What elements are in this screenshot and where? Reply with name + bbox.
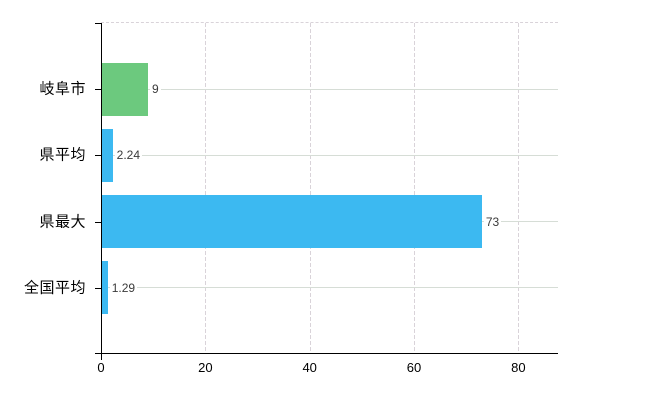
x-tick-label: 80 <box>511 360 526 375</box>
y-axis-tick <box>95 353 101 354</box>
category-label: 全国平均 <box>23 279 86 297</box>
x-axis-labels: 0 20 40 60 80 <box>97 353 558 379</box>
value-label: 73 <box>483 214 502 229</box>
x-tick-label: 60 <box>406 360 422 375</box>
vertical-gridline <box>414 23 415 354</box>
x-tick-label: 0 <box>97 360 105 375</box>
y-axis-tick <box>95 221 101 223</box>
bar-2[interactable] <box>101 195 482 249</box>
y-axis-tick <box>95 23 101 24</box>
x-axis <box>101 353 558 354</box>
horizontal-gridline <box>101 287 558 289</box>
vertical-gridline <box>205 23 207 354</box>
y-axis-labels: 岐阜市県平均県最大全国平均 <box>0 22 94 353</box>
category-label: 県最大 <box>39 213 86 231</box>
value-label: 9 <box>149 82 161 97</box>
category-label: 岐阜市 <box>39 80 86 98</box>
x-tick-label: 20 <box>198 360 213 375</box>
vertical-gridline <box>518 23 520 354</box>
bar-0[interactable] <box>101 62 148 116</box>
value-label: 2.24 <box>114 148 143 163</box>
y-axis-tick <box>95 89 101 91</box>
y-axis <box>101 23 102 360</box>
category-label: 県平均 <box>39 146 86 164</box>
value-label: 1.29 <box>109 280 138 295</box>
horizontal-gridline <box>101 154 558 156</box>
plot-area: 9 2.24 73 1.29 <box>95 22 558 360</box>
y-axis-tick <box>95 155 101 157</box>
x-tick-label: 40 <box>302 360 317 375</box>
vertical-gridline <box>309 23 311 354</box>
bar-1[interactable] <box>101 128 113 182</box>
horizontal-gridline <box>101 88 558 90</box>
bar-3[interactable] <box>101 261 108 315</box>
y-axis-tick <box>95 287 101 289</box>
